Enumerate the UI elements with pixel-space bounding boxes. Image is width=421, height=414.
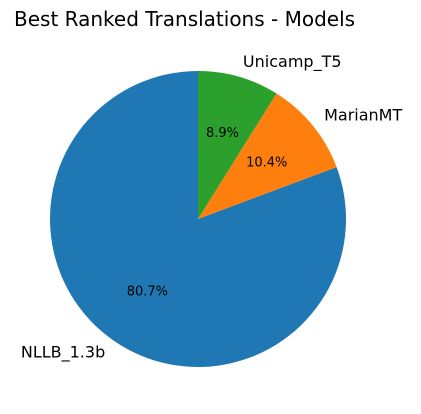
- pie-slice-unicamp-t5: [198, 71, 277, 219]
- pie-slice-nllb-1-3b: [50, 71, 347, 368]
- slice-label-unicamp-t5: Unicamp_T5: [243, 52, 342, 72]
- slice-percent-nllb-1-3b: 80.7%: [127, 284, 168, 299]
- chart-title: Best Ranked Translations - Models: [14, 7, 355, 31]
- pie-slices: [50, 71, 347, 368]
- pie-slice-marianmt: [198, 93, 337, 219]
- pie-labels: NLLB_1.3b 80.7% MarianMT 10.4% Unicamp_T5 8.9…: [21, 52, 403, 362]
- slice-percent-marianmt: 10.4%: [246, 155, 287, 170]
- slice-label-nllb-1-3b: NLLB_1.3b: [21, 342, 105, 362]
- slice-label-marianmt: MarianMT: [324, 106, 402, 125]
- slice-percent-unicamp-t5: 8.9%: [206, 126, 239, 141]
